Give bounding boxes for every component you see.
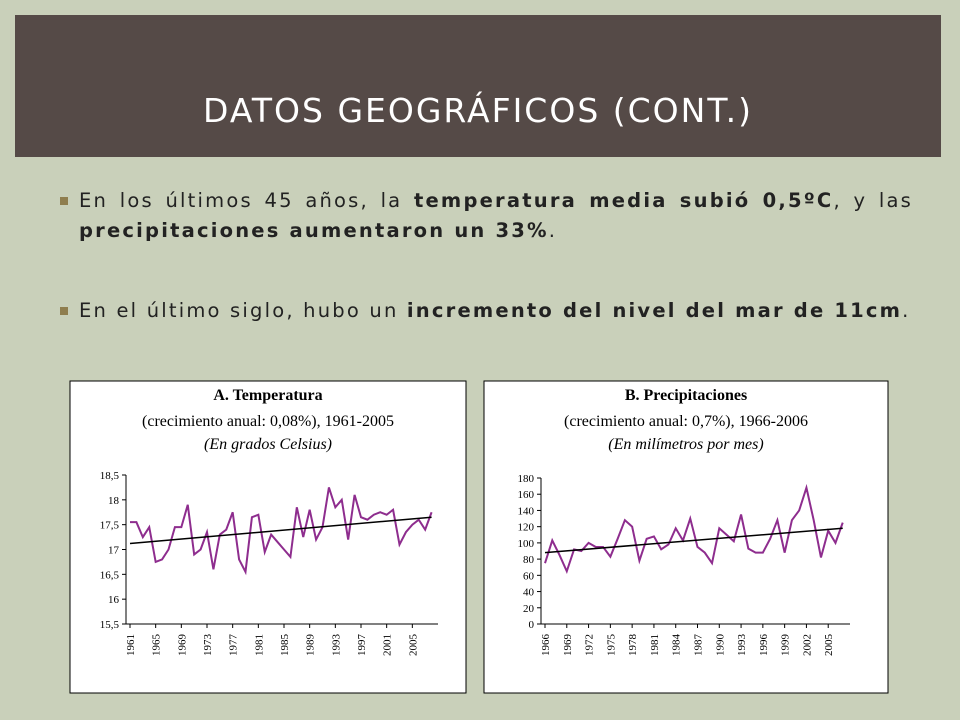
chart-title: A. Temperatura (213, 387, 322, 404)
bullet-text: En el último siglo, hubo un incremento d… (79, 296, 913, 326)
bullet-marker (60, 197, 68, 205)
bold-text: incremento del nivel del mar de 11cm (406, 299, 903, 322)
y-tick-label: 100 (518, 538, 535, 550)
bullet: En el último siglo, hubo un incremento d… (60, 296, 913, 326)
trend-line (129, 516, 432, 545)
x-tick-label: 1961 (125, 634, 137, 656)
x-tick-label: 1977 (228, 634, 240, 657)
data-line (130, 487, 433, 576)
bullet-text: En los últimos 45 años, la temperatura m… (79, 186, 913, 246)
text: En el último siglo, hubo un (79, 299, 407, 322)
y-tick-label: 18,5 (100, 470, 120, 482)
text: , y las (833, 189, 913, 212)
y-tick-label: 140 (518, 505, 535, 517)
x-tick-label: 1990 (714, 634, 726, 657)
x-tick-label: 1965 (151, 634, 163, 657)
trend-line (544, 527, 843, 554)
x-tick-label: 2001 (382, 634, 394, 656)
y-tick-label: 17,5 (100, 520, 120, 532)
x-tick-label: 1985 (279, 634, 291, 657)
y-tick-label: 16 (108, 594, 120, 606)
y-tick-label: 0 (529, 619, 535, 631)
x-tick-label: 2005 (823, 634, 835, 657)
x-tick-label: 1981 (649, 634, 661, 656)
text: . (548, 219, 558, 242)
x-tick-label: 1972 (584, 634, 596, 656)
header: DATOS GEOGRÁFICOS (CONT.) (15, 15, 941, 157)
y-tick-label: 60 (523, 570, 535, 582)
x-tick-label: 1966 (540, 634, 552, 657)
chart-unit: (En grados Celsius) (204, 436, 332, 453)
x-tick-label: 1996 (758, 634, 770, 657)
chart-panel (69, 380, 467, 694)
bold-text: temperatura media subió 0,5ºC (413, 189, 834, 212)
x-tick-label: 1978 (627, 634, 639, 657)
x-tick-label: 1981 (253, 634, 265, 656)
x-tick-label: 1969 (562, 634, 574, 657)
x-tick-label: 1975 (605, 634, 617, 657)
x-tick-label: 2002 (801, 634, 813, 656)
y-tick-label: 16,5 (100, 569, 120, 581)
y-tick-label: 17 (108, 545, 120, 557)
chart-title: B. Precipitaciones (625, 387, 747, 404)
x-tick-label: 1999 (780, 634, 792, 657)
x-tick-label: 1984 (671, 634, 683, 657)
y-tick-label: 18 (108, 495, 120, 507)
bullet: En los últimos 45 años, la temperatura m… (60, 186, 913, 246)
y-tick-label: 15,5 (100, 619, 120, 631)
x-tick-label: 1973 (202, 634, 214, 657)
x-tick-label: 1989 (305, 634, 317, 657)
x-tick-label: 1993 (736, 634, 748, 657)
x-tick-label: 1997 (356, 634, 368, 657)
x-tick-label: 1969 (176, 634, 188, 657)
chart-subtitle: (crecimiento anual: 0,7%), 1966-2006 (564, 413, 808, 430)
y-tick-label: 160 (518, 489, 535, 501)
bold-text: precipitaciones aumentaron un 33% (79, 219, 549, 242)
x-tick-label: 2005 (407, 634, 419, 657)
text: . (902, 299, 911, 322)
x-tick-label: 1987 (693, 634, 705, 657)
chart-subtitle: (crecimiento anual: 0,08%), 1961-2005 (142, 413, 394, 430)
text: En los últimos 45 años, la (79, 189, 414, 212)
y-tick-label: 40 (523, 587, 535, 599)
slide-title: DATOS GEOGRÁFICOS (CONT.) (203, 91, 753, 130)
chart-unit: (En milímetros por mes) (608, 436, 763, 453)
y-tick-label: 20 (523, 603, 535, 615)
x-tick-label: 1993 (330, 634, 342, 657)
y-tick-label: 120 (518, 522, 535, 534)
y-tick-label: 80 (523, 554, 535, 566)
data-line (544, 483, 844, 575)
chart-panel (483, 380, 889, 694)
bullet-marker (60, 307, 68, 315)
y-tick-label: 180 (518, 473, 535, 485)
